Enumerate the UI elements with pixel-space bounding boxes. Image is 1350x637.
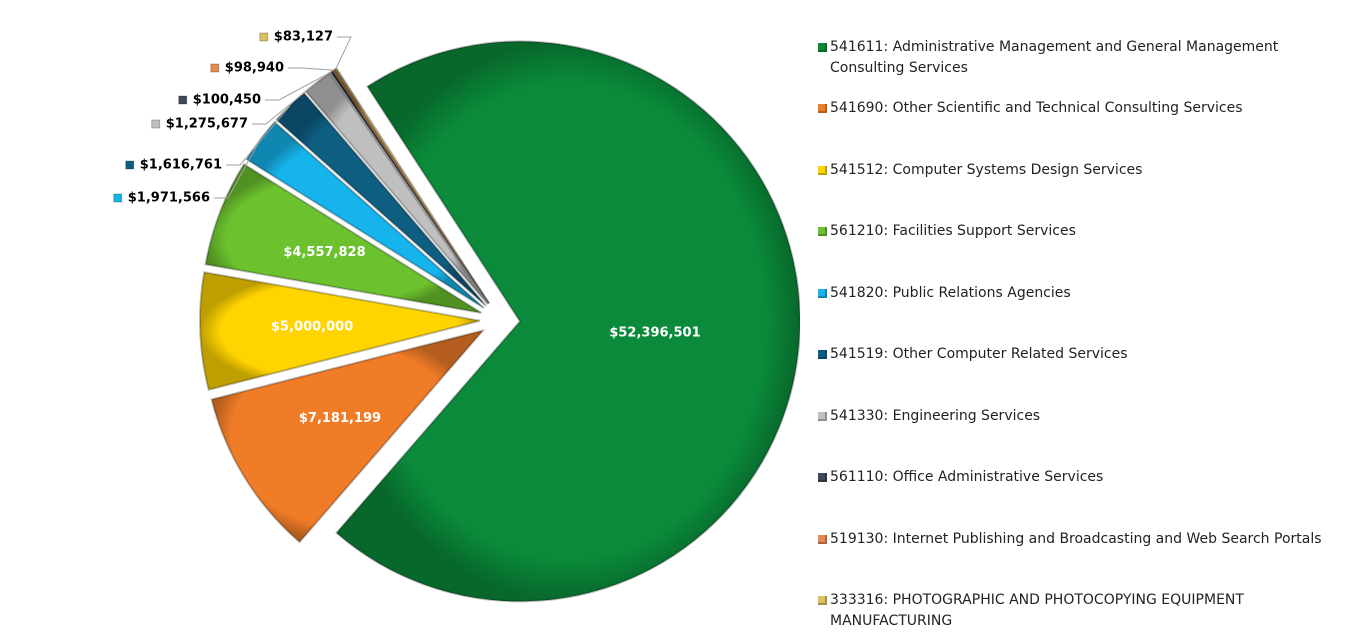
data-label-541820: $1,971,566 xyxy=(128,191,210,206)
legend-item-561110: 561110: Office Administrative Services xyxy=(818,467,1348,488)
data-label-marker-541820 xyxy=(113,193,123,203)
legend-item-541611: 541611: Administrative Management and Ge… xyxy=(818,37,1348,79)
legend-swatch xyxy=(818,473,827,482)
leader-line-541820 xyxy=(214,139,261,199)
legend-item-519130: 519130: Internet Publishing and Broadcas… xyxy=(818,529,1348,550)
legend-swatch xyxy=(818,350,827,359)
pie-slice-shade-541512 xyxy=(200,272,481,390)
legend-label: 541519: Other Computer Related Services xyxy=(830,346,1128,362)
leader-line-541519 xyxy=(226,105,291,166)
legend-label: 541512: Computer Systems Design Services xyxy=(830,162,1143,178)
legend-item-541519: 541519: Other Computer Related Services xyxy=(818,344,1348,365)
legend-label: 541330: Engineering Services xyxy=(830,408,1041,424)
legend-label: 333316: PHOTOGRAPHIC AND PHOTOCOPYING EQ… xyxy=(830,592,1244,629)
pie-slice-shade-561110 xyxy=(330,70,489,304)
data-label-541690: $7,181,199 xyxy=(299,411,381,426)
data-label-marker-519130 xyxy=(210,63,220,73)
legend-swatch xyxy=(818,166,827,175)
legend-label: 561210: Facilities Support Services xyxy=(830,223,1076,239)
legend-swatch xyxy=(818,535,827,544)
pie-chart-svg: $52,396,501 $7,181,199 $5,000,000 $4,557,82… xyxy=(113,30,800,603)
legend-label: 541820: Public Relations Agencies xyxy=(830,285,1071,301)
legend-label: 541611: Administrative Management and Ge… xyxy=(830,39,1279,76)
data-label-561210: $4,557,828 xyxy=(283,245,365,260)
legend-item-541820: 541820: Public Relations Agencies xyxy=(818,283,1348,304)
leader-line-519130 xyxy=(288,67,334,71)
legend-swatch xyxy=(818,104,827,113)
legend-label: 561110: Office Administrative Services xyxy=(830,469,1104,485)
data-label-561110: $100,450 xyxy=(193,93,261,108)
pie-slice-shade-541690 xyxy=(211,330,483,543)
legend-item-541690: 541690: Other Scientific and Technical C… xyxy=(818,98,1348,119)
pie-slice-shade-561210 xyxy=(205,164,482,313)
pie-slice-shade-333316 xyxy=(334,68,490,304)
data-label-marker-541519 xyxy=(125,160,135,170)
data-label-marker-333316 xyxy=(259,32,269,42)
pie-chart: $52,396,501 $7,181,199 $5,000,000 $4,557,82… xyxy=(113,30,800,603)
legend-item-541512: 541512: Computer Systems Design Services xyxy=(818,160,1348,181)
legend-label: 541690: Other Scientific and Technical C… xyxy=(830,100,1243,116)
leader-line-333316 xyxy=(335,36,352,70)
pie-slice-shade-541330 xyxy=(305,73,488,305)
legend-item-561210: 561210: Facilities Support Services xyxy=(818,221,1348,242)
pie-slice-shade-541611 xyxy=(336,41,800,602)
data-label-519130: $98,940 xyxy=(225,61,284,76)
legend-swatch xyxy=(818,289,827,298)
legend-item-333316: 333316: PHOTOGRAPHIC AND PHOTOCOPYING EQ… xyxy=(818,590,1348,632)
data-label-333316: $83,127 xyxy=(274,30,333,45)
pie-slice-shade-541820 xyxy=(246,122,484,309)
data-label-541512: $5,000,000 xyxy=(271,320,353,335)
legend-swatch xyxy=(818,43,827,52)
data-label-marker-541330 xyxy=(151,119,161,129)
legend-swatch xyxy=(818,596,827,605)
legend-item-541330: 541330: Engineering Services xyxy=(818,406,1348,427)
pie-slice-shade-519130 xyxy=(332,69,489,304)
leader-line-561110 xyxy=(265,71,332,101)
pie-slice-shade-541519 xyxy=(276,92,486,306)
legend-swatch xyxy=(818,227,827,236)
data-label-541519: $1,616,761 xyxy=(140,158,222,173)
legend-swatch xyxy=(818,412,827,421)
data-label-541330: $1,275,677 xyxy=(166,117,248,132)
data-label-541611: $52,396,501 xyxy=(609,326,700,341)
legend-label: 519130: Internet Publishing and Broadcas… xyxy=(830,531,1322,547)
chart-legend: 541611: Administrative Management and Ge… xyxy=(818,0,1348,637)
leader-line-541330 xyxy=(252,81,318,125)
data-label-marker-561110 xyxy=(178,95,188,105)
